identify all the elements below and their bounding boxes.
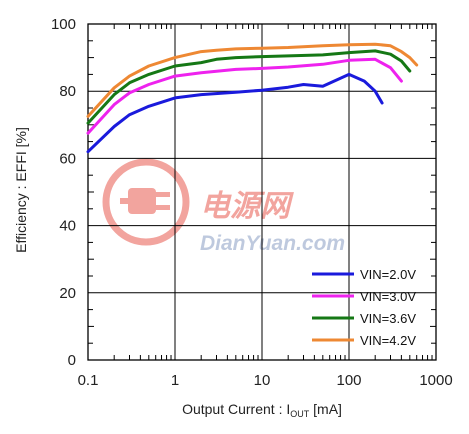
legend-label: VIN=3.0V — [360, 289, 416, 304]
x-axis-title-unit: [mA] — [309, 401, 342, 417]
y-tick-label: 20 — [59, 285, 76, 302]
watermark-logo: 电源网 DianYuan.com — [102, 158, 345, 255]
grid-lines — [88, 24, 436, 360]
x-axis-title-main: Output Current : I — [182, 401, 290, 417]
y-axis-title: Efficiency : EFFI [%] — [13, 127, 29, 253]
y-tick-label: 0 — [68, 352, 76, 369]
x-tick-label: 10 — [254, 372, 271, 389]
legend-label: VIN=2.0V — [360, 267, 416, 282]
minor-ticks — [88, 24, 436, 360]
series-line-1 — [86, 72, 384, 154]
y-tick-label: 80 — [59, 83, 76, 100]
legend-label: VIN=3.6V — [360, 311, 416, 326]
y-tick-label: 60 — [59, 150, 76, 167]
x-tick-label: 1 — [171, 372, 179, 389]
series-line-4 — [86, 42, 419, 118]
series-line-2 — [86, 57, 403, 135]
watermark-plug-icon — [120, 188, 170, 214]
watermark-plug-circle-icon — [102, 158, 190, 246]
x-tick-label: 1000 — [419, 372, 452, 389]
x-tick-label: 100 — [336, 372, 361, 389]
series-lines — [86, 42, 419, 154]
y-tick-label: 40 — [59, 218, 76, 235]
x-tick-label: 0.1 — [78, 372, 99, 389]
x-tick-labels: 0.1 1 10 100 1000 — [78, 372, 453, 389]
watermark-en-text: DianYuan.com — [200, 232, 345, 255]
legend: VIN=2.0V VIN=3.0V VIN=3.6V VIN=4.2V — [312, 267, 416, 348]
y-tick-labels: 0 20 40 60 80 100 — [51, 16, 76, 369]
y-tick-label: 100 — [51, 16, 76, 33]
series-line-3 — [86, 49, 412, 125]
x-axis-title-sub: OUT — [290, 409, 310, 419]
legend-label: VIN=4.2V — [360, 333, 416, 348]
x-axis-title: Output Current : IOUT [mA] — [182, 401, 342, 419]
watermark-cn-text: 电源网 — [200, 190, 294, 223]
